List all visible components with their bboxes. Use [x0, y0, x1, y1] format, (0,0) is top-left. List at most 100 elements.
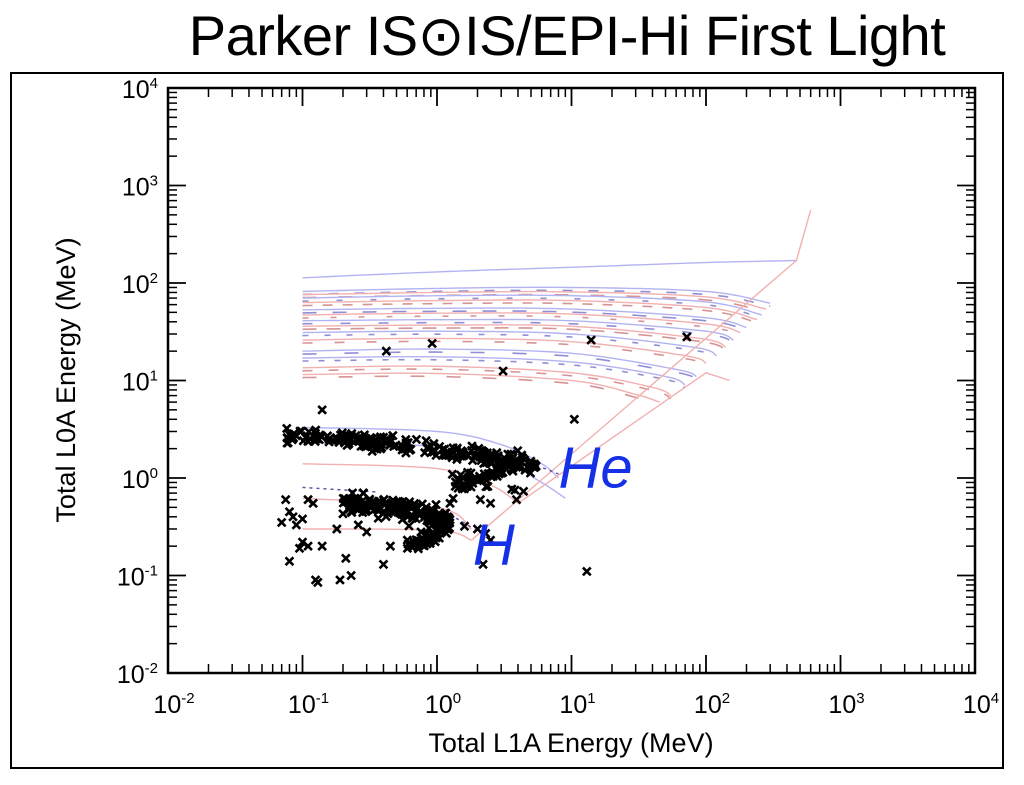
track-event-dashes: [302, 302, 758, 324]
scatter-point: [338, 508, 348, 519]
scatter-point: [485, 498, 496, 509]
scatter-point: [510, 485, 520, 496]
scatter-point: [402, 501, 413, 511]
scatter-point: [511, 494, 522, 505]
scatter-point: [431, 499, 441, 510]
x-tick-label: 103: [828, 690, 864, 719]
scatter-point: [283, 437, 293, 448]
scatter-point: [421, 435, 431, 446]
scatter-point: [372, 444, 382, 455]
track-curve-heavy-red: [302, 299, 758, 321]
scatter-point: [407, 513, 418, 524]
track-curve-He-blue: [302, 426, 559, 479]
track-curve-heavy-red: [302, 324, 726, 348]
scatter-point: [681, 332, 692, 342]
scatter-point: [472, 524, 483, 534]
track-event-dashes: [302, 310, 747, 332]
track-curve-heavy-blue: [302, 318, 734, 341]
scatter-point: [351, 496, 361, 507]
scatter-point: [487, 471, 498, 481]
scatter-point: [317, 541, 327, 551]
species-label-he: He: [558, 435, 632, 500]
range-boundary-line: [470, 209, 812, 541]
y-tick-label: 100: [122, 465, 158, 494]
scatter-point: [430, 525, 441, 536]
scatter-point: [451, 444, 462, 455]
scatter-point: [468, 451, 479, 461]
scatter-point: [480, 528, 491, 539]
scatter-point: [317, 405, 327, 415]
track-event-dashes: [302, 326, 726, 351]
scatter-point: [397, 441, 407, 452]
y-tick-label: 10-2: [117, 660, 158, 689]
scatter-point: [385, 440, 395, 451]
scatter-point: [361, 440, 372, 451]
x-tick-label: 10-2: [153, 690, 194, 719]
track-event-dashes: [302, 315, 741, 337]
species-label-h: H: [473, 512, 515, 577]
track-curve-heavy-red: [302, 312, 741, 334]
scatter-point: [427, 338, 437, 349]
scatter-point: [422, 443, 433, 454]
scatter-point: [494, 461, 504, 471]
scatter-point: [297, 514, 308, 524]
scatter-point: [404, 521, 414, 531]
scatter-point: [414, 510, 424, 520]
x-tick-label: 101: [559, 690, 595, 719]
y-tick-label: 104: [122, 75, 158, 104]
scatter-point: [475, 494, 486, 505]
x-tick-label: 104: [963, 690, 999, 719]
scatter-point: [309, 432, 320, 443]
tick-labels: 10-2 10-1 100 101 102 103 104 10-2 10-1 100 101 102…: [117, 75, 999, 719]
scatter-point: [464, 473, 475, 483]
x-tick-label: 100: [425, 690, 461, 719]
scatter-point: [494, 469, 505, 479]
y-tick-label: 102: [122, 270, 158, 299]
track-curve-heavy-upper-blue: [302, 259, 797, 279]
scatter-point: [411, 434, 422, 445]
scatter-point: [467, 441, 477, 451]
scatter-point: [569, 414, 580, 425]
scatter-point: [439, 519, 450, 530]
scatter-point: [586, 335, 596, 345]
scatter-point: [346, 507, 357, 518]
scatter-point: [369, 496, 379, 507]
species-annotations: He H: [473, 435, 633, 577]
scatter-point: [324, 437, 334, 447]
scatter-point: [381, 511, 391, 522]
track-curves: [302, 209, 812, 541]
scatter-point: [387, 430, 398, 441]
scatter-point: [397, 514, 408, 525]
scatter-point: [518, 486, 529, 497]
scatter-point: [346, 570, 356, 581]
scatter-point: [390, 504, 401, 515]
scatter-point: [467, 478, 478, 489]
scatter-point: [296, 426, 307, 436]
scatter-point: [385, 541, 396, 551]
scatter-point: [474, 474, 484, 485]
scatter-point: [461, 481, 472, 491]
scatter-point: [294, 543, 305, 554]
figure-frame: [10, 72, 1004, 769]
scatter-point: [512, 445, 523, 456]
chart-title: Parker IS⊙IS/EPI-Hi First Light: [188, 4, 946, 67]
scatter-point: [416, 527, 426, 537]
scatter-points: [276, 332, 692, 588]
plot-axes: [166, 86, 977, 675]
scatter-point: [458, 447, 468, 458]
track-event-dashes: [302, 321, 734, 344]
scatter-point: [498, 366, 508, 376]
scatter-point: [284, 556, 295, 567]
x-tick-label: 102: [694, 690, 730, 719]
scatter-point: [347, 488, 358, 498]
scatter-point: [335, 575, 345, 585]
range-boundary-line: [517, 372, 730, 504]
scatter-point: [303, 541, 313, 551]
scatter-point: [506, 458, 516, 468]
scatter-point: [379, 494, 389, 505]
scatter-point: [345, 435, 356, 446]
track-curve-heavy-blue: [302, 286, 771, 304]
scatter-point: [429, 510, 440, 521]
track-curve-heavy-blue: [302, 330, 717, 357]
